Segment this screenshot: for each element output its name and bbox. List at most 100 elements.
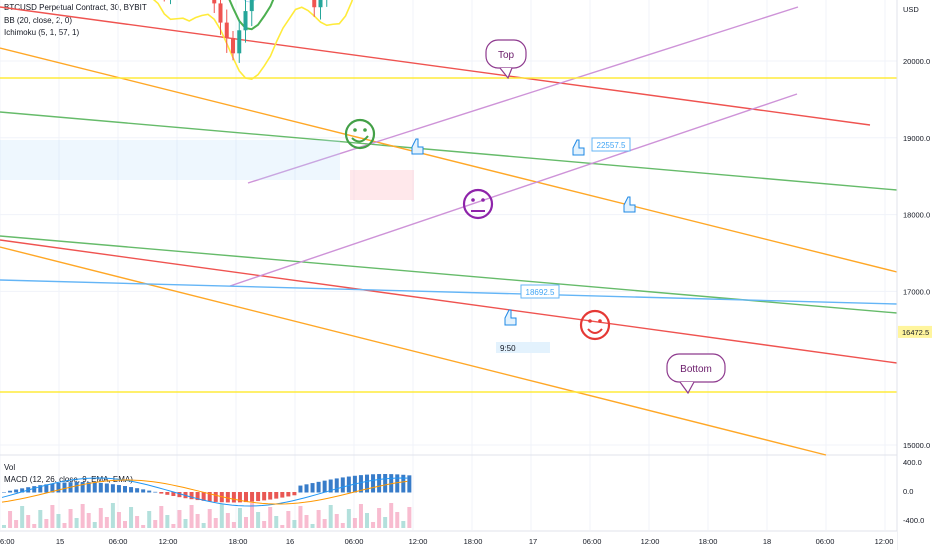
macd-histogram-bar	[310, 483, 315, 493]
macd-histogram-bar	[80, 482, 85, 493]
hand-pointer-icon	[623, 196, 636, 213]
volume-bar	[171, 524, 176, 528]
macd-histogram-bar	[171, 492, 176, 497]
candle-body	[237, 30, 242, 54]
volume-bar	[383, 517, 388, 528]
macd-label[interactable]: MACD (12, 26, close, 9, EMA, EMA)	[4, 475, 133, 484]
macd-histogram-bar	[56, 482, 61, 493]
volume-bar	[352, 518, 357, 528]
volume-bar	[365, 513, 369, 528]
violet-line-lower	[229, 93, 798, 287]
time-tick-label: 15	[56, 537, 64, 546]
time-tick-label: 12:00	[875, 537, 894, 546]
violet-line-upper	[247, 6, 799, 184]
blue-support-line	[0, 279, 898, 305]
macd-histogram-bar	[268, 492, 273, 500]
volume-bar	[159, 506, 164, 528]
volume-bar	[407, 507, 412, 528]
volume-bar	[195, 514, 200, 528]
macd-histogram-bar	[401, 474, 406, 493]
macd-histogram-bar	[383, 474, 388, 493]
macd-histogram-bar	[147, 490, 152, 493]
volume-bar	[177, 510, 182, 528]
candle-body	[231, 37, 235, 54]
price-axis-bg	[897, 0, 932, 550]
price-badge	[898, 325, 932, 338]
face-eye	[588, 319, 592, 323]
volume-bar	[310, 524, 315, 528]
volume-bar	[395, 512, 400, 528]
macd-histogram-bar	[74, 482, 79, 493]
price-badge-text: 16472.5	[902, 328, 929, 337]
face-eye	[481, 198, 485, 202]
macd-histogram-bar	[365, 474, 369, 493]
time-tick-label: 06:00	[109, 537, 128, 546]
red-channel-upper	[0, 6, 871, 126]
macd-histogram-bar	[135, 488, 140, 493]
price-callout-text: 22557.5	[597, 141, 626, 150]
macd-histogram-bar	[38, 485, 43, 493]
time-tick-label: 18:00	[229, 537, 248, 546]
macd-scale-label: -400.0	[903, 516, 924, 525]
time-marker-text: 9:50	[500, 344, 516, 353]
volume-bar	[358, 504, 363, 528]
hand-pointer-icon	[411, 138, 424, 155]
hand-shape	[504, 309, 517, 326]
macd-histogram-bar	[244, 492, 248, 503]
time-tick-label: 6:00	[0, 537, 15, 546]
volume-bar	[92, 522, 97, 528]
macd-histogram-bar	[116, 485, 121, 493]
candle-body	[212, 0, 217, 4]
face-eye	[471, 198, 475, 202]
macd-histogram-bar	[159, 492, 164, 494]
price-callout-box	[591, 137, 631, 152]
volume-bar	[298, 506, 303, 528]
time-tick-label: 16	[286, 537, 294, 546]
volume-bar	[2, 525, 6, 528]
macd-histogram-bar	[195, 492, 200, 501]
volume-bar	[256, 512, 261, 528]
volume-bar	[250, 503, 255, 528]
callout-text: Top	[498, 50, 515, 61]
macd-histogram-bar	[20, 488, 25, 493]
volume-label[interactable]: Vol	[4, 463, 16, 472]
volume-bar	[86, 513, 91, 528]
bb-indicator-label[interactable]: BB (20, close, 2, 0)	[4, 16, 73, 25]
time-axis-bg	[0, 531, 897, 550]
volume-bar	[26, 515, 31, 528]
neutral-face-icon	[462, 188, 494, 220]
volume-bar	[123, 521, 127, 528]
hand-shape	[572, 139, 585, 156]
volume-bar	[104, 517, 109, 528]
candle-body	[218, 3, 223, 23]
time-tick-label: 12:00	[159, 537, 178, 546]
macd-histogram-bar	[225, 492, 230, 503]
ichimoku-span	[243, 0, 256, 3]
hand-shape	[411, 138, 424, 155]
face-eye	[598, 319, 602, 323]
face-mouth	[587, 328, 603, 334]
volume-bar	[207, 509, 212, 528]
callout-tail	[499, 67, 513, 80]
face-outline	[344, 118, 376, 150]
ichimoku-cloud	[0, 140, 340, 180]
ichimoku-indicator-label[interactable]: Ichimoku (5, 1, 57, 1)	[4, 28, 80, 37]
ichimoku-cloud	[350, 170, 414, 200]
red-channel-lower	[0, 239, 898, 364]
macd-histogram-bar	[358, 475, 363, 493]
volume-bar	[153, 520, 158, 528]
volume-bar	[20, 506, 25, 528]
price-callout-box	[520, 284, 560, 299]
currency-label: USD	[903, 5, 919, 14]
volume-bar	[129, 507, 134, 528]
time-tick-label: 06:00	[583, 537, 602, 546]
volume-bar	[340, 523, 345, 528]
macd-histogram-bar	[395, 474, 400, 493]
volume-bar	[322, 519, 327, 528]
macd-scale-label: 0.0	[903, 487, 913, 496]
price-callout-text: 18692.5	[526, 288, 555, 297]
volume-bar	[346, 509, 351, 528]
candle-body	[243, 11, 248, 31]
volume-bar	[189, 505, 194, 528]
